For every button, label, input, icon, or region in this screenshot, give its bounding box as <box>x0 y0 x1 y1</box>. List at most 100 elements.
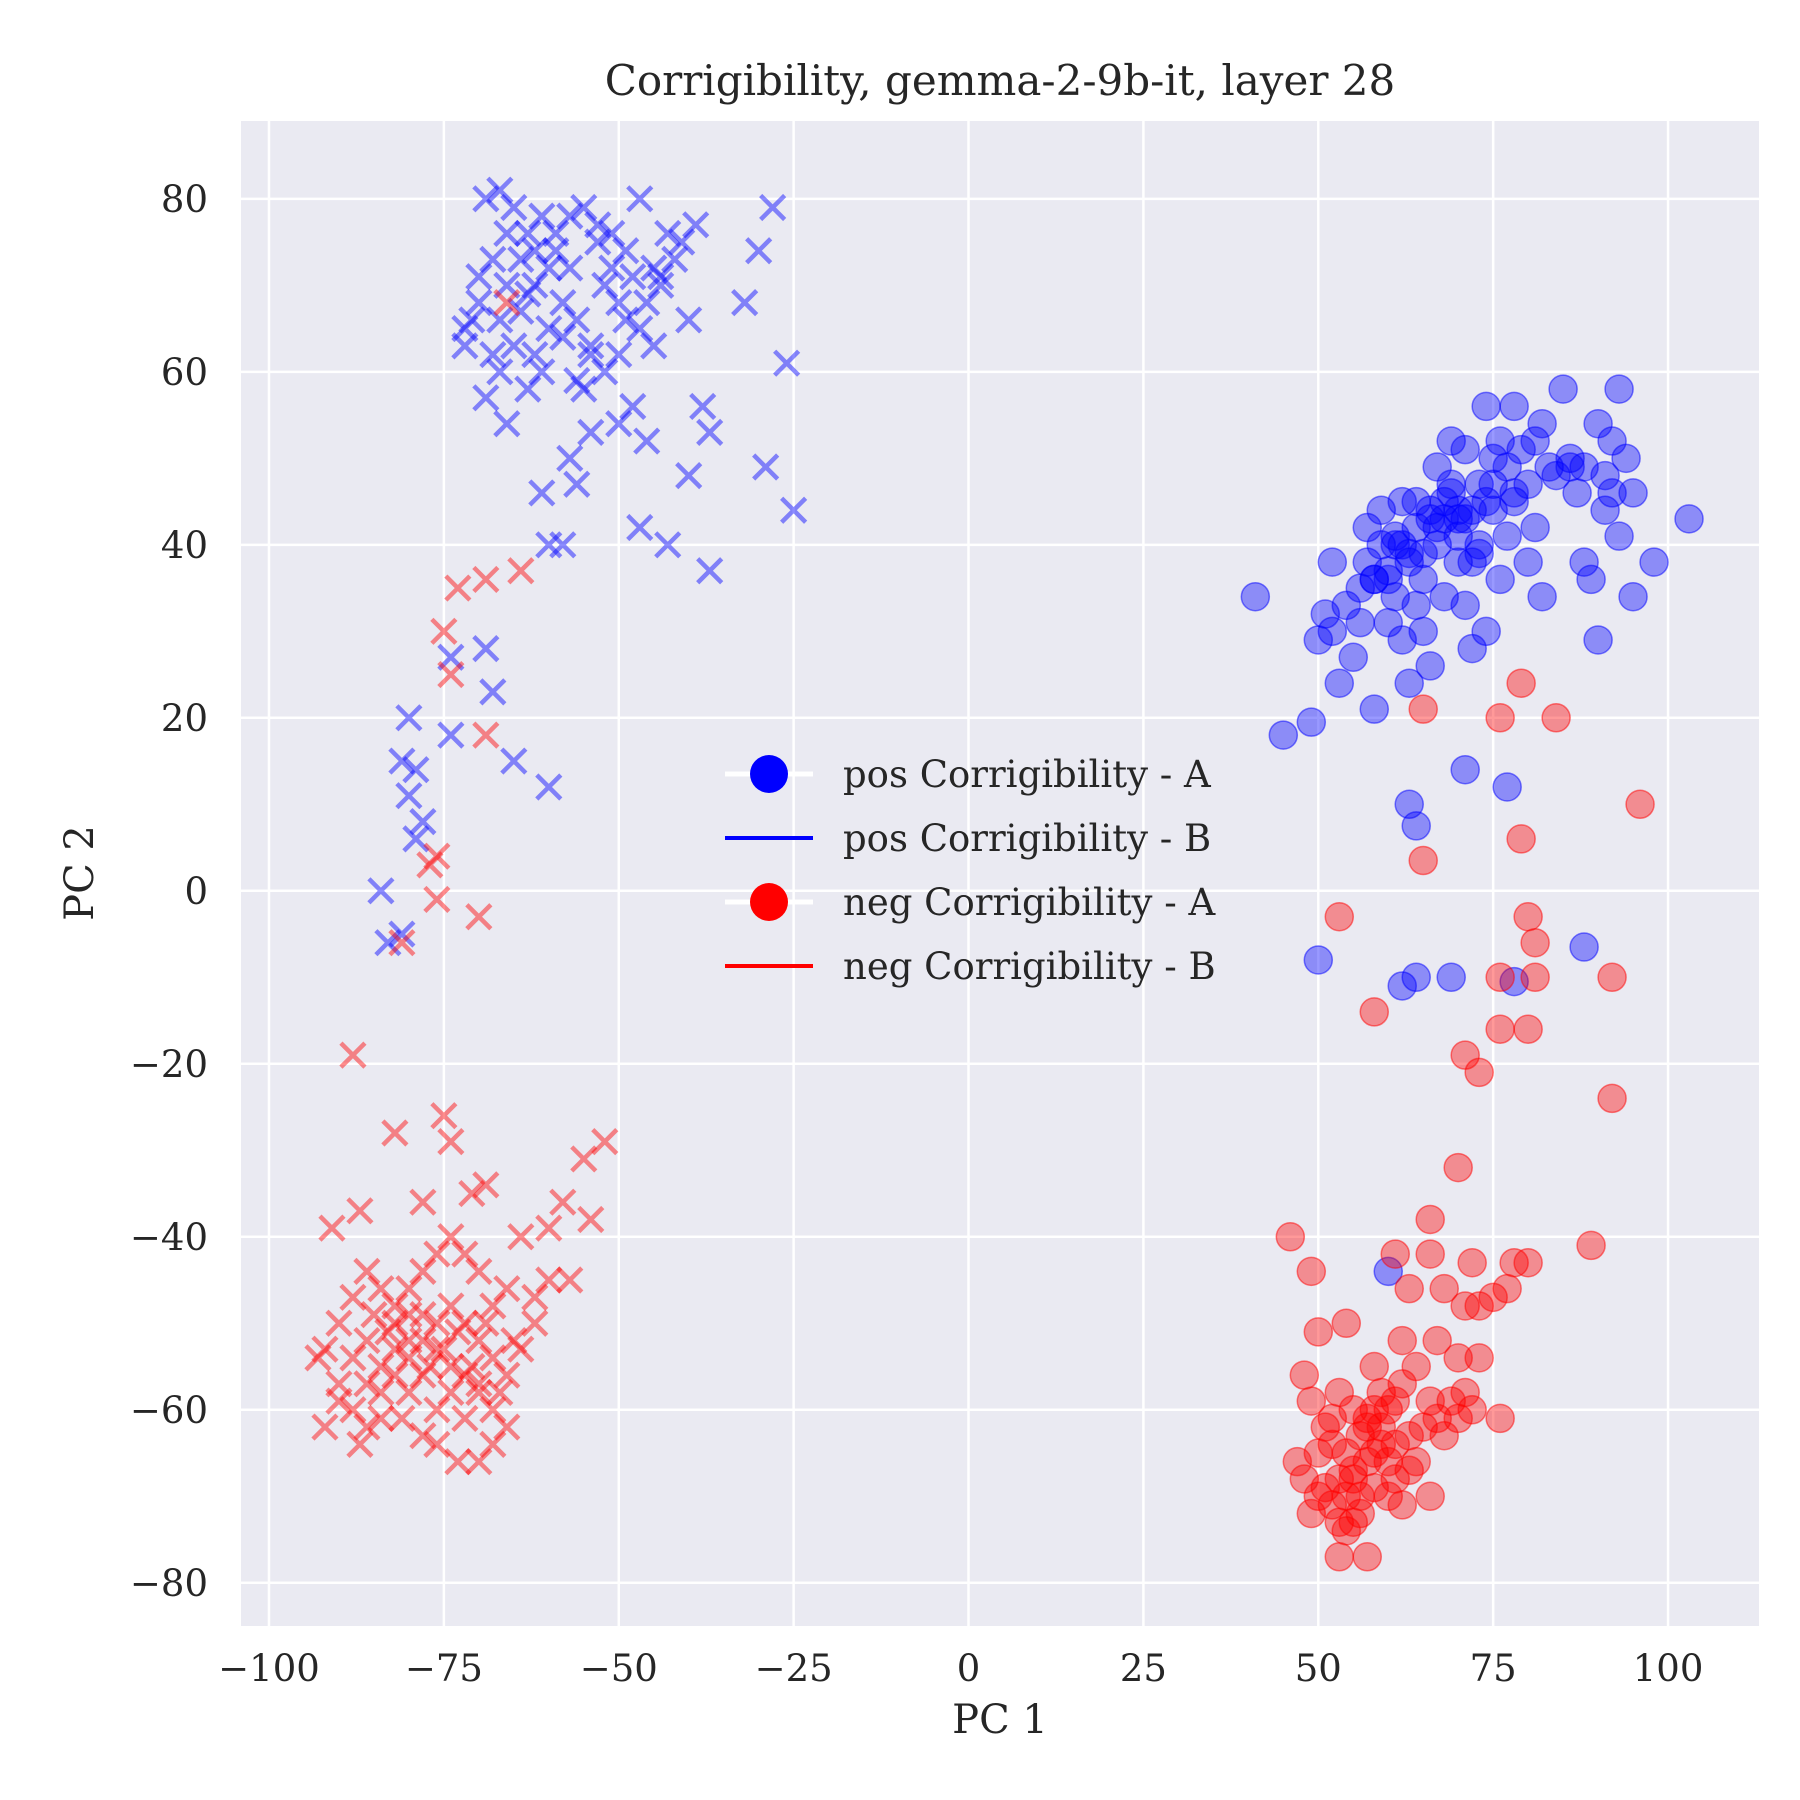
data-point <box>563 366 591 395</box>
data-point <box>458 1352 486 1381</box>
data-point <box>689 392 717 421</box>
data-point <box>605 340 633 369</box>
data-point <box>507 245 535 273</box>
data-point <box>1394 668 1424 698</box>
y-tick-label: −20 <box>130 1043 208 1086</box>
data-point <box>1373 1256 1403 1287</box>
data-point <box>479 1292 507 1320</box>
data-point <box>409 1188 437 1216</box>
data-point <box>1513 901 1543 932</box>
data-point <box>311 1335 339 1363</box>
data-point <box>1443 1152 1473 1183</box>
grid <box>232 121 1759 1635</box>
data-point <box>1380 1239 1410 1269</box>
data-point <box>472 185 500 213</box>
data-point <box>325 1387 353 1415</box>
data-point <box>1611 443 1641 474</box>
data-point <box>493 1413 521 1441</box>
data-point <box>1324 1464 1355 1494</box>
data-point <box>633 289 661 317</box>
data-point <box>388 1404 416 1433</box>
x-tick-label: −100 <box>218 1647 320 1690</box>
data-point <box>437 1352 465 1381</box>
data-point <box>395 1301 423 1329</box>
data-point <box>1639 547 1669 577</box>
data-point <box>591 1128 619 1156</box>
data-point <box>619 392 647 421</box>
data-point <box>1352 1412 1383 1442</box>
data-point <box>423 1240 451 1268</box>
data-point <box>1317 1429 1348 1460</box>
data-point <box>465 1378 493 1407</box>
data-point <box>1422 1325 1452 1356</box>
data-point <box>514 219 542 248</box>
data-point <box>1387 1325 1417 1356</box>
data-point <box>1513 547 1543 577</box>
data-point <box>451 1404 479 1433</box>
data-point <box>325 1370 353 1398</box>
data-point <box>451 332 479 360</box>
y-tick-label: 60 <box>161 351 208 394</box>
data-point <box>444 1448 472 1476</box>
data-point <box>416 851 444 879</box>
data-point <box>528 479 556 507</box>
data-point <box>1408 564 1438 595</box>
data-point <box>612 306 640 334</box>
data-point <box>409 1257 437 1285</box>
data-point <box>1436 962 1466 993</box>
data-point <box>1275 1222 1306 1252</box>
data-point <box>745 237 773 265</box>
data-point <box>479 678 507 706</box>
data-point <box>381 1292 409 1320</box>
legend: pos Corrigibility - A pos Corrigibility -… <box>725 753 1216 988</box>
data-point <box>1289 1360 1320 1390</box>
data-point <box>682 211 710 239</box>
data-point <box>1415 1204 1445 1235</box>
data-point <box>437 1128 465 1156</box>
data-point <box>563 306 591 334</box>
data-point <box>395 782 423 810</box>
data-point <box>514 375 542 403</box>
data-point <box>374 929 402 957</box>
legend-label: neg Corrigibility - B <box>843 945 1216 988</box>
data-point <box>451 1309 479 1337</box>
data-point <box>668 228 696 256</box>
data-point <box>1317 547 1348 577</box>
data-point <box>1408 538 1438 569</box>
x-tick-labels: −100 −75 −50 −25 0 25 50 75 100 <box>218 1647 1703 1690</box>
data-point <box>605 289 633 317</box>
data-point <box>598 219 626 248</box>
data-point <box>1520 962 1550 993</box>
data-point <box>437 660 465 689</box>
data-point <box>304 1344 332 1372</box>
data-point <box>570 1145 598 1173</box>
y-tick-label: 40 <box>161 524 208 567</box>
data-point <box>1471 391 1501 422</box>
data-point <box>1492 1273 1522 1304</box>
data-point <box>493 271 521 299</box>
data-point <box>1380 530 1410 560</box>
data-point <box>1464 1343 1494 1373</box>
data-point <box>374 1318 402 1346</box>
data-point <box>577 332 605 360</box>
data-point <box>1331 1308 1362 1339</box>
data-point <box>423 1335 451 1363</box>
data-point <box>1485 1014 1515 1044</box>
data-point <box>1268 720 1299 750</box>
legend-label: pos Corrigibility - B <box>843 817 1211 860</box>
data-point <box>1415 1239 1445 1269</box>
data-point <box>479 1430 507 1458</box>
x-tick-label: 100 <box>1633 1647 1704 1690</box>
data-point <box>584 211 612 239</box>
data-point <box>1450 1377 1480 1408</box>
data-point <box>1303 1317 1334 1347</box>
data-point <box>367 1404 395 1433</box>
data-point <box>472 721 500 749</box>
legend-label: pos Corrigibility - A <box>843 753 1212 796</box>
data-point <box>612 237 640 265</box>
data-point <box>1359 694 1390 724</box>
data-point <box>1359 1351 1390 1382</box>
data-point <box>514 280 542 308</box>
data-point <box>1345 607 1376 638</box>
